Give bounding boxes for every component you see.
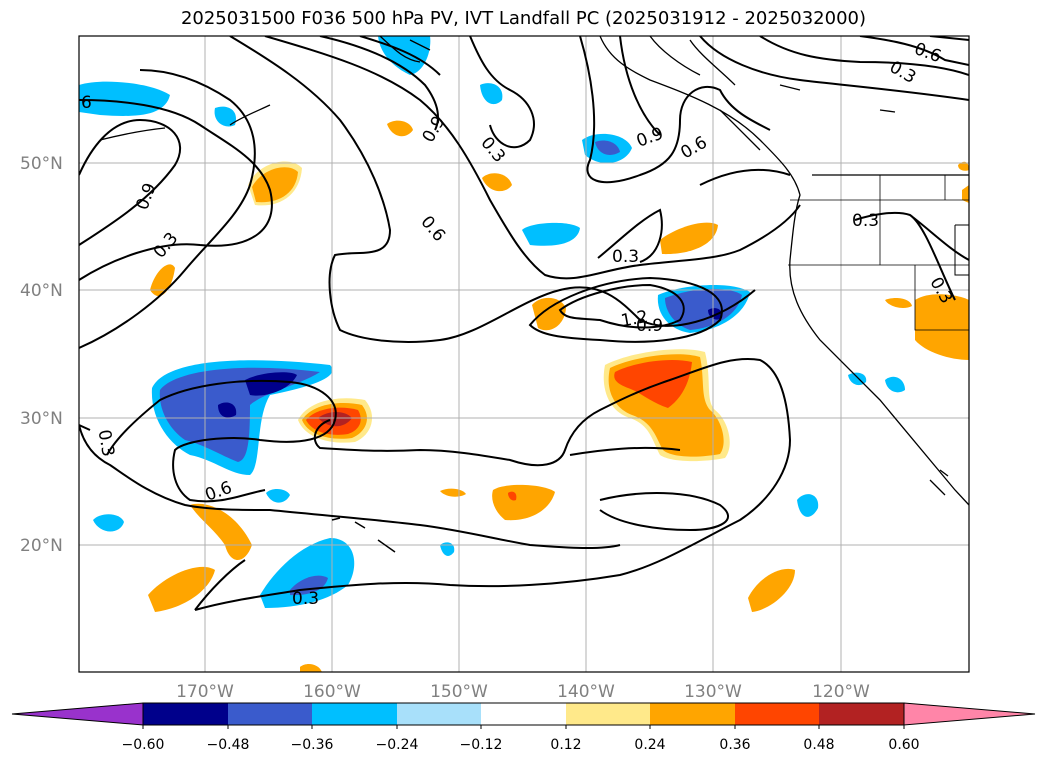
lon-label: 130°W — [684, 682, 742, 702]
negative-pv-region — [595, 140, 620, 155]
negative-pv-region — [159, 367, 320, 462]
positive-pv-region — [958, 161, 969, 171]
lon-label: 120°W — [812, 682, 870, 702]
coastlines — [99, 36, 969, 553]
colorbar-ticks — [142, 725, 905, 729]
colorbar-swatch — [819, 703, 904, 725]
colorbar-extend-left — [11, 702, 144, 726]
lon-label: 160°W — [303, 682, 361, 702]
positive-pv-region — [508, 491, 517, 501]
contour-label: 0.3 — [852, 211, 879, 231]
lat-label: 50°N — [20, 154, 63, 174]
contour-label: 0.9 — [636, 316, 663, 336]
colorbar-tick-label: 0.36 — [719, 737, 750, 753]
contour-label: 0.3 — [94, 428, 118, 458]
negative-pv-region — [885, 376, 905, 393]
positive-pv-region — [532, 297, 566, 331]
colorbar-tick-label: −0.24 — [376, 737, 419, 753]
colorbar-tick-label: −0.60 — [122, 737, 165, 753]
colorbar-swatch — [397, 703, 481, 725]
contour-label: 1.2 — [619, 307, 649, 331]
positive-pv-region — [148, 566, 215, 612]
positive-pv-region — [885, 298, 912, 308]
colorbar-swatch — [312, 703, 397, 725]
negative-pv-region — [665, 288, 742, 330]
negative-pv-region — [260, 538, 355, 608]
lat-label: 20°N — [20, 536, 63, 556]
map-title: 2025031500 F036 500 hPa PV, IVT Landfall… — [180, 8, 867, 29]
colorbar-extend-right — [903, 702, 1036, 726]
negative-pv-region — [440, 542, 455, 556]
colorbar-swatch — [481, 703, 566, 725]
colorbar: −0.60 −0.48 −0.36 −0.24 −0.12 0.12 0.24 … — [11, 702, 1036, 753]
colorbar-swatch — [143, 703, 228, 725]
map-border — [78, 35, 970, 673]
colorbar-swatch — [735, 703, 819, 725]
negative-pv-region — [480, 83, 503, 105]
longitude-labels: 170°W 160°W 150°W 140°W 130°W 120°W — [176, 682, 870, 702]
pv-contours — [79, 36, 969, 611]
negative-pv-region — [522, 222, 580, 246]
lon-label: 170°W — [176, 682, 234, 702]
colorbar-tick-label: −0.36 — [291, 737, 334, 753]
colorbar-tick-label: −0.12 — [460, 737, 503, 753]
negative-pv-region — [214, 106, 236, 127]
negative-pv-region — [266, 489, 290, 503]
colorbar-swatch — [566, 703, 650, 725]
positive-pv-region — [915, 294, 969, 360]
colorbar-tick-label: 0.60 — [888, 737, 919, 753]
positive-pv-region — [748, 568, 795, 612]
negative-pv-region — [218, 402, 237, 418]
positive-pv-region — [150, 264, 175, 297]
contour-label: 0.3 — [612, 247, 639, 267]
positive-pv-region — [962, 185, 969, 203]
colorbar-swatch — [650, 703, 735, 725]
negative-pv-region — [797, 494, 819, 517]
lon-label: 150°W — [430, 682, 488, 702]
colorbar-tick-label: 0.12 — [550, 737, 581, 753]
colorbar-tick-label: 0.24 — [634, 737, 665, 753]
gridlines — [79, 36, 969, 672]
colorbar-tick-label: 0.48 — [803, 737, 834, 753]
negative-pv-region — [79, 81, 170, 116]
lon-label: 140°W — [557, 682, 615, 702]
latitude-labels: 20°N 30°N 40°N 50°N — [20, 154, 63, 556]
positive-pv-region — [300, 664, 322, 672]
lat-label: 40°N — [20, 281, 63, 301]
positive-pv-region — [660, 222, 718, 255]
negative-pv-region — [93, 514, 124, 532]
contour-label: 6 — [81, 93, 92, 113]
lat-label: 30°N — [20, 409, 63, 429]
positive-pv-region — [492, 484, 555, 521]
positive-pv-region — [387, 120, 413, 137]
negative-pv-region — [245, 372, 297, 396]
positive-pv-region — [614, 360, 692, 408]
colorbar-swatch — [228, 703, 312, 725]
colorbar-tick-label: −0.48 — [207, 737, 250, 753]
contour-label: 0.3 — [292, 589, 319, 609]
positive-pv-region — [482, 173, 512, 192]
